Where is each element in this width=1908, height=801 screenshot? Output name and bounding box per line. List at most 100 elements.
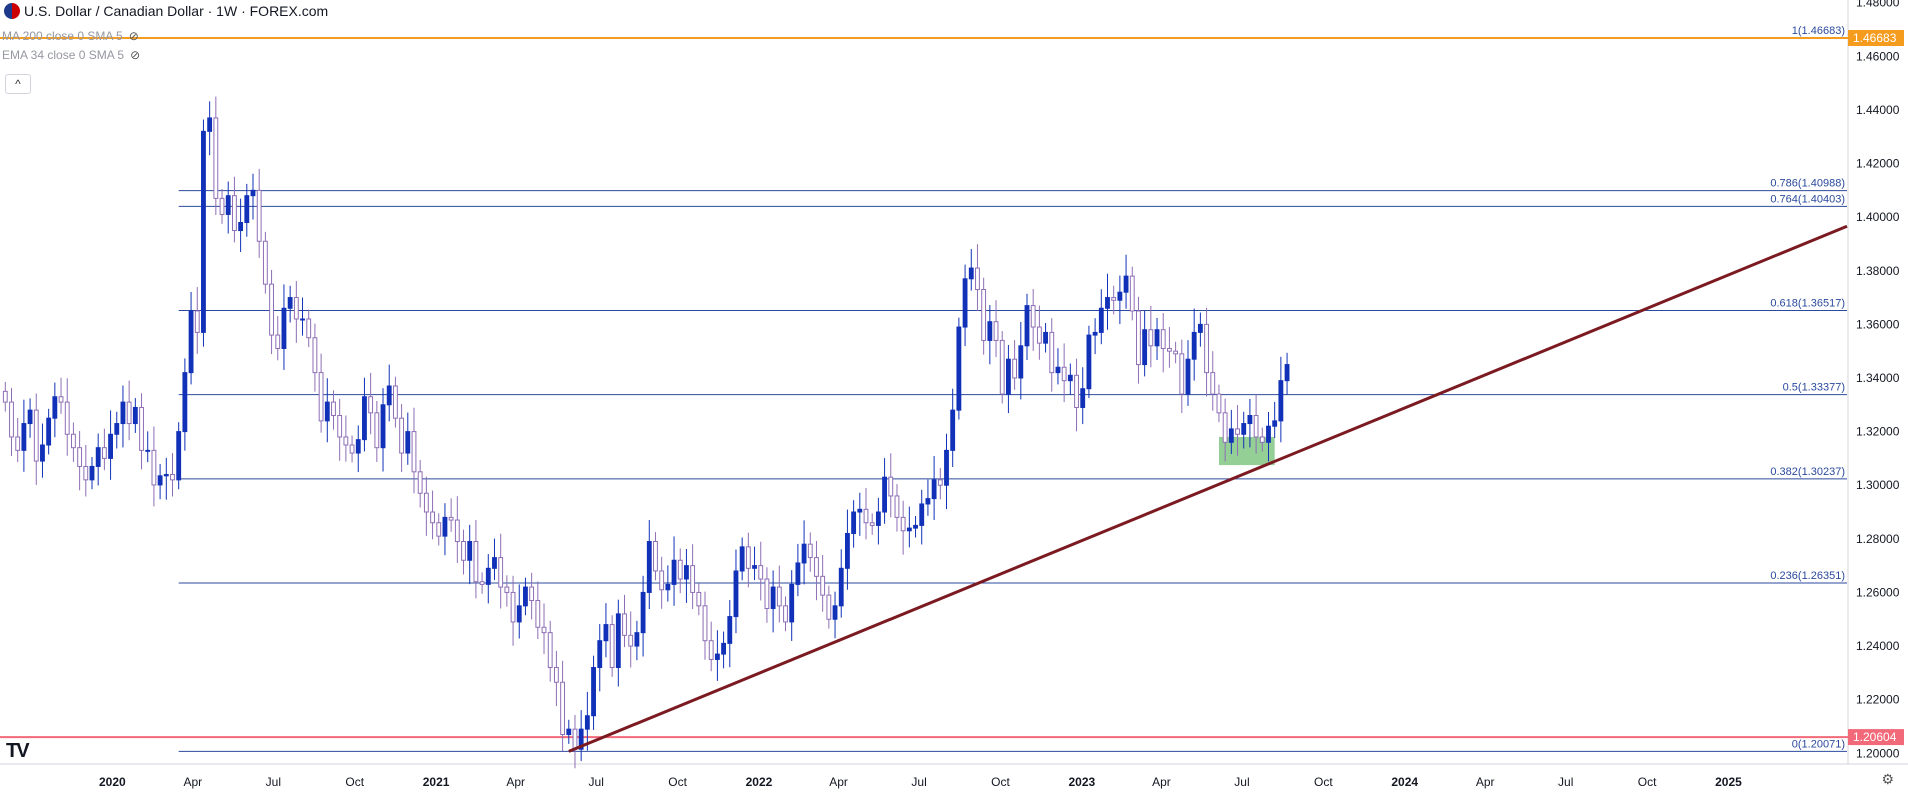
x-tick-label: Oct bbox=[1638, 775, 1657, 789]
x-tick-label: Apr bbox=[506, 775, 525, 789]
y-tick-label: 1.28000 bbox=[1856, 532, 1900, 546]
gear-icon[interactable]: ⚙ bbox=[1881, 771, 1894, 787]
candle-down bbox=[981, 289, 987, 341]
candle-up bbox=[1024, 305, 1030, 347]
candle-up bbox=[132, 406, 138, 425]
fib-level-label: 0.786(1.40988) bbox=[1770, 178, 1845, 190]
candle-down bbox=[820, 575, 826, 596]
candle-down bbox=[399, 417, 405, 454]
candle-up bbox=[931, 479, 937, 500]
candle-up bbox=[770, 586, 776, 610]
candle-up bbox=[1278, 380, 1284, 422]
candle-up bbox=[714, 653, 720, 660]
indicator-label: EMA 34 close 0 SMA 5 bbox=[2, 48, 125, 62]
candle-up bbox=[578, 728, 584, 750]
price-badge bbox=[1848, 29, 1904, 46]
collapse-legend-button[interactable]: ^ bbox=[5, 74, 31, 94]
candle-down bbox=[343, 436, 349, 446]
candle-down bbox=[1166, 347, 1172, 352]
candle-up bbox=[1018, 345, 1024, 379]
candle-down bbox=[659, 570, 665, 591]
fib-level-label: 0.382(1.30237) bbox=[1770, 466, 1845, 478]
candle-down bbox=[1074, 374, 1079, 408]
fib-level-label: 1(1.46683) bbox=[1792, 25, 1845, 37]
x-tick-label: 2022 bbox=[746, 775, 773, 789]
x-tick-label: Apr bbox=[1152, 775, 1171, 789]
candles-group bbox=[2, 96, 1290, 769]
candle-up bbox=[968, 267, 974, 280]
candle-up bbox=[944, 449, 949, 486]
candle-down bbox=[461, 541, 466, 561]
candle-up bbox=[201, 130, 206, 333]
candle-up bbox=[355, 439, 361, 454]
x-tick-label: Oct bbox=[1314, 775, 1333, 789]
candle-down bbox=[430, 511, 435, 524]
candle-up bbox=[615, 613, 621, 668]
candle-down bbox=[560, 681, 566, 736]
candle-down bbox=[139, 406, 144, 451]
candle-down bbox=[814, 557, 819, 577]
candle-down bbox=[101, 447, 107, 459]
candle-down bbox=[194, 310, 200, 333]
indicator-ma200[interactable]: MA 200 close 0 SMA 5 ⊘ bbox=[2, 29, 139, 43]
candle-down bbox=[745, 546, 751, 569]
candle-down bbox=[306, 318, 312, 339]
candle-down bbox=[392, 385, 398, 419]
candle-down bbox=[417, 471, 423, 494]
y-tick-label: 1.34000 bbox=[1856, 371, 1900, 385]
y-tick-label: 1.20000 bbox=[1856, 746, 1900, 760]
candle-down bbox=[1061, 366, 1067, 382]
candle-up bbox=[516, 605, 522, 623]
x-tick-label: Jul bbox=[1234, 775, 1249, 789]
candle-up bbox=[1043, 331, 1048, 344]
x-tick-label: 2024 bbox=[1391, 775, 1418, 789]
eye-hidden-icon[interactable]: ⊘ bbox=[130, 48, 141, 62]
candle-down bbox=[708, 640, 714, 660]
candle-down bbox=[1129, 275, 1135, 312]
candle-up bbox=[1247, 415, 1253, 425]
candle-down bbox=[1173, 350, 1179, 355]
candle-down bbox=[702, 605, 708, 642]
candle-up bbox=[795, 562, 801, 585]
candle-down bbox=[256, 189, 262, 242]
fib-level-label: 0(1.20071) bbox=[1792, 738, 1845, 750]
candle-down bbox=[1259, 436, 1265, 443]
candle-down bbox=[231, 195, 237, 232]
candle-up bbox=[857, 508, 863, 513]
x-tick-label: Jul bbox=[1558, 775, 1573, 789]
candle-up bbox=[157, 475, 163, 486]
candle-down bbox=[1030, 305, 1036, 328]
symbol-title: U.S. Dollar / Canadian Dollar · 1W · FOR… bbox=[24, 3, 329, 19]
candle-up bbox=[919, 503, 925, 526]
price-axis-bg bbox=[1848, 0, 1908, 796]
candle-up bbox=[52, 396, 58, 419]
candle-down bbox=[510, 591, 516, 623]
candle-down bbox=[826, 594, 832, 620]
x-tick-label: Apr bbox=[829, 775, 848, 789]
candle-down bbox=[368, 396, 374, 414]
candle-down bbox=[696, 591, 702, 607]
indicator-ema34[interactable]: EMA 34 close 0 SMA 5 ⊘ bbox=[2, 48, 140, 62]
x-tick-label: Jul bbox=[589, 775, 604, 789]
y-tick-label: 1.22000 bbox=[1856, 693, 1900, 707]
candle-down bbox=[776, 586, 782, 607]
tradingview-logo[interactable]: TV bbox=[6, 740, 30, 762]
candle-up bbox=[1142, 329, 1148, 366]
candle-up bbox=[163, 473, 169, 477]
candle-up bbox=[1055, 366, 1061, 374]
candle-up bbox=[875, 511, 881, 526]
candle-up bbox=[324, 401, 330, 422]
x-tick-label: Oct bbox=[668, 775, 687, 789]
x-tick-label: Apr bbox=[183, 775, 202, 789]
symbol-header[interactable]: U.S. Dollar / Canadian Dollar · 1W · FOR… bbox=[4, 3, 328, 19]
candle-down bbox=[318, 372, 324, 422]
candle-up bbox=[1006, 358, 1011, 395]
candle-up bbox=[1067, 374, 1073, 382]
candle-up bbox=[962, 278, 968, 328]
candle-down bbox=[275, 334, 281, 349]
candle-up bbox=[27, 409, 33, 425]
eye-hidden-icon[interactable]: ⊘ bbox=[128, 29, 139, 43]
candle-up bbox=[956, 326, 962, 411]
